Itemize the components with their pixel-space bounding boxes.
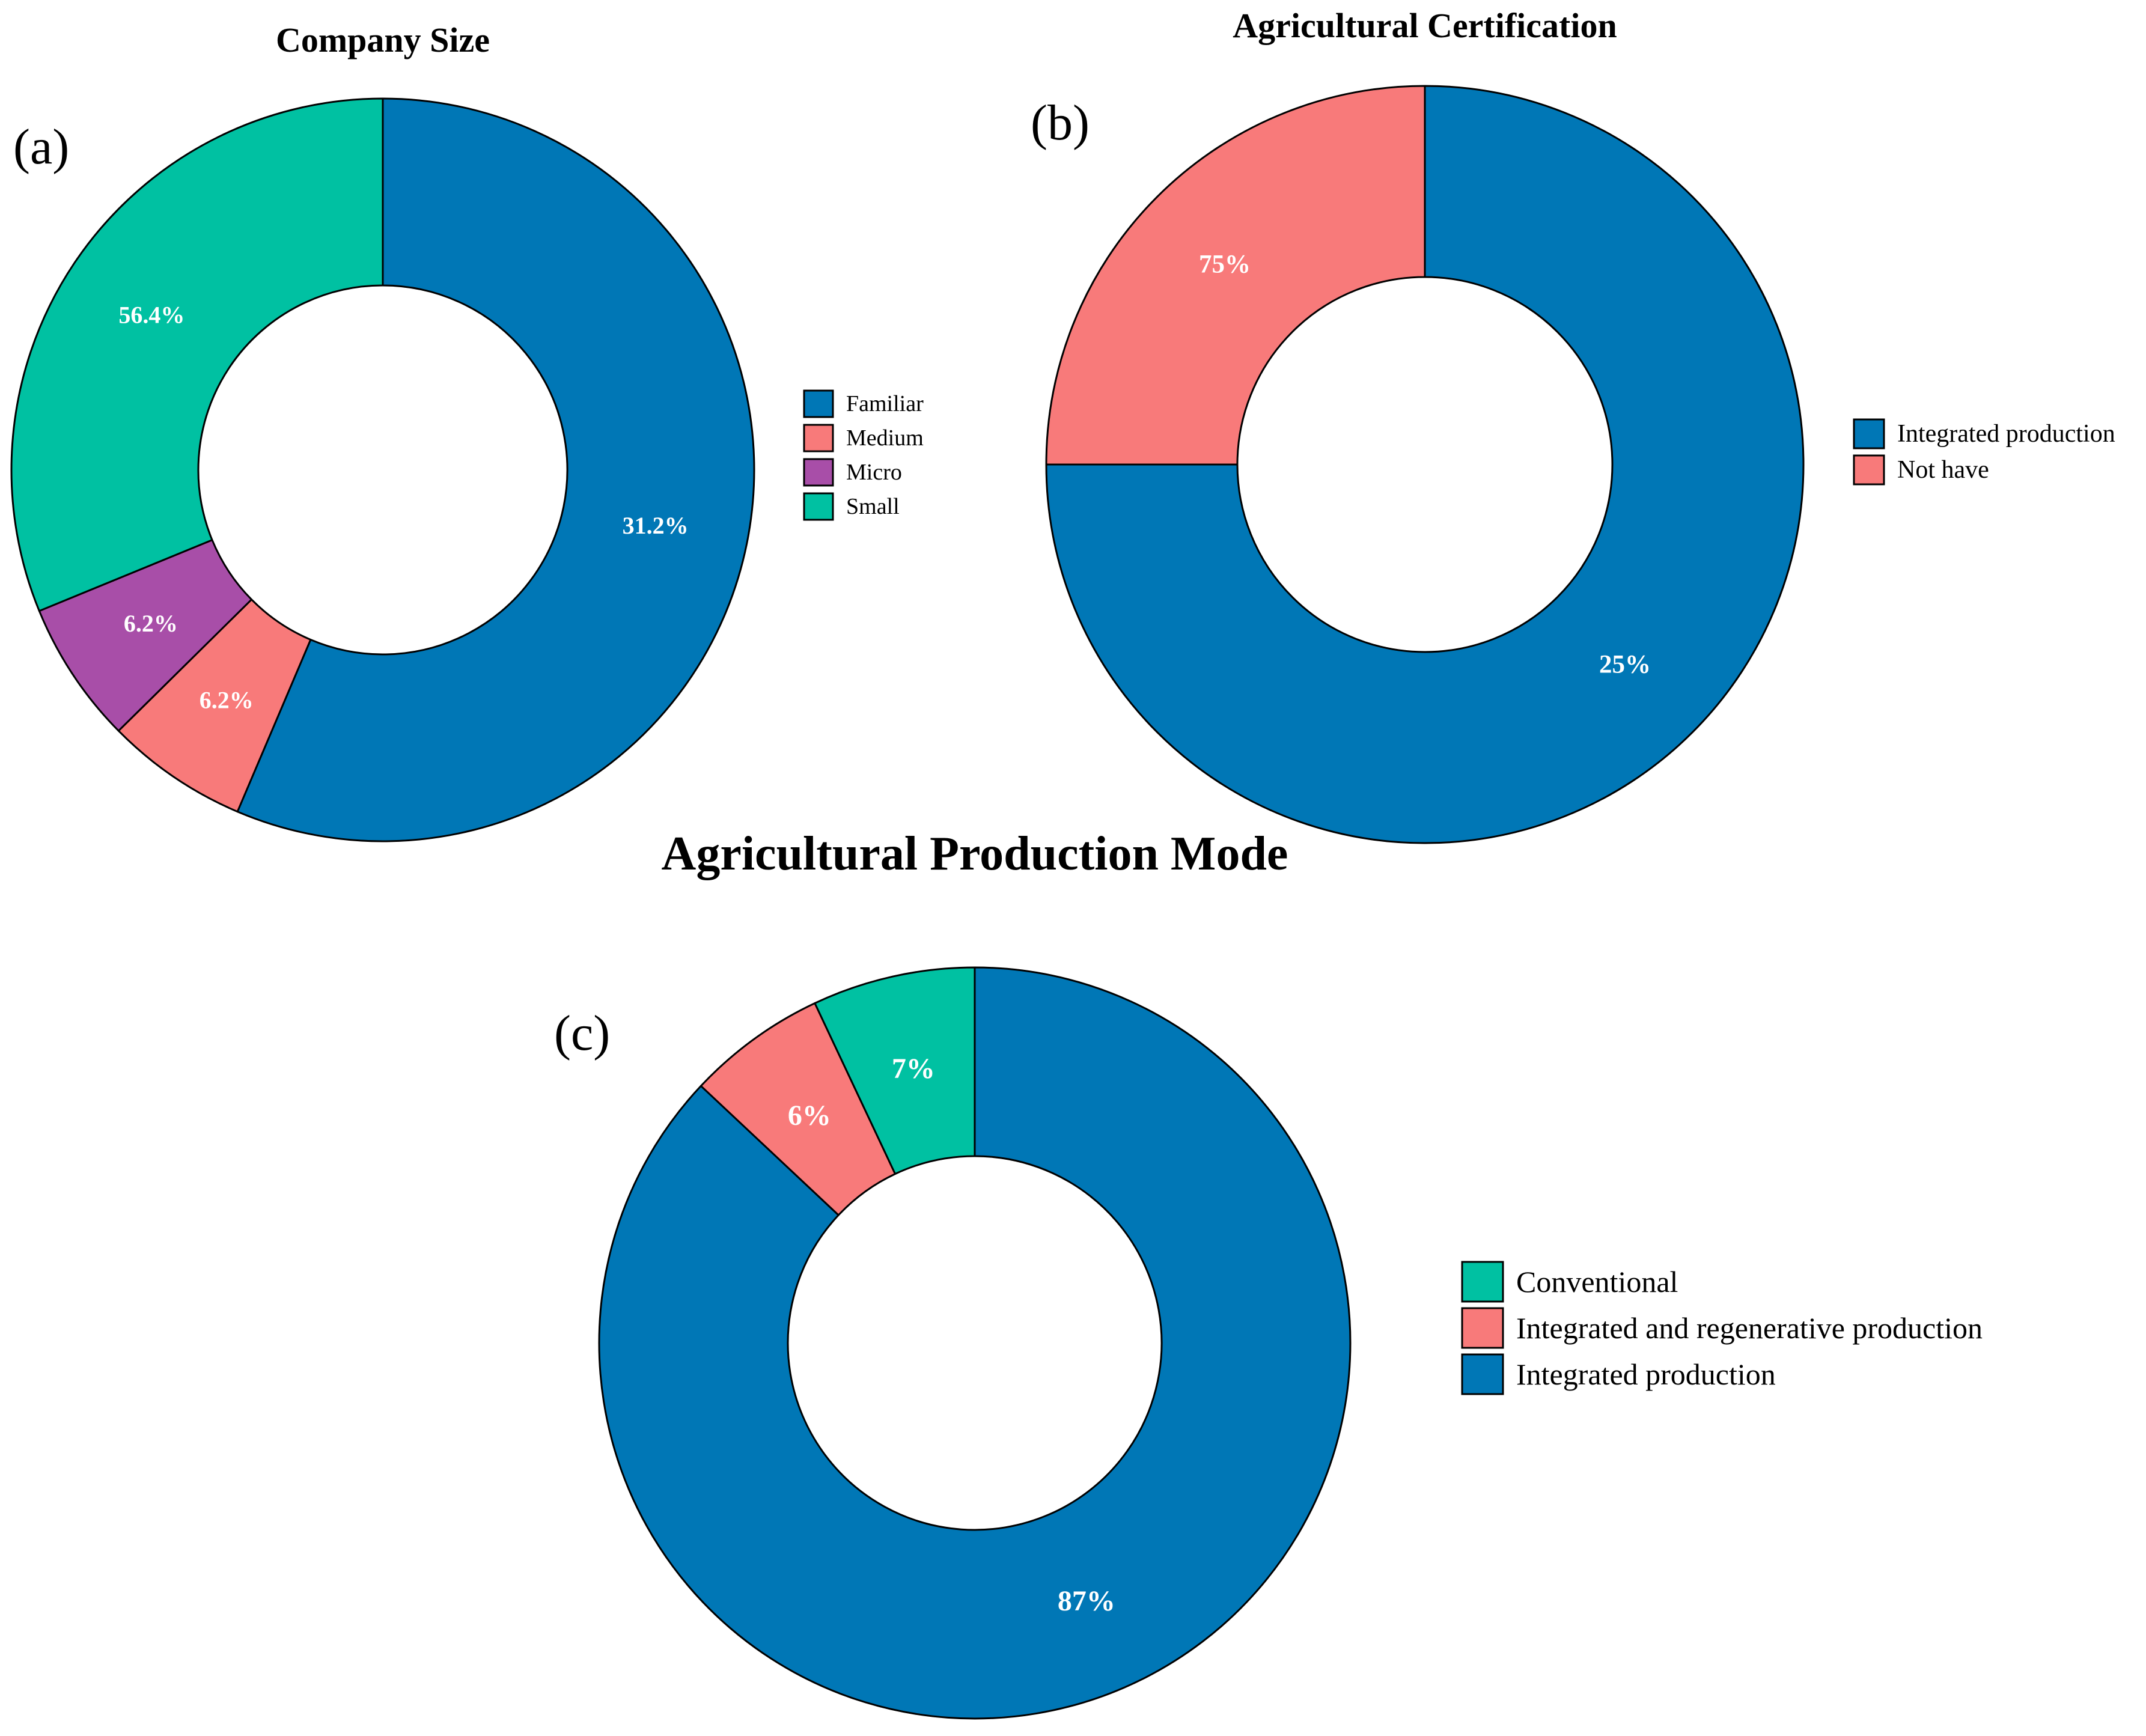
- legend-swatch-integrated-production: [1461, 1353, 1504, 1395]
- chart-b-legend: Integrated production Not have: [1853, 418, 2115, 486]
- chart-b-slice-labels: 25% 75%: [1199, 250, 1651, 678]
- chart-a-title: Company Size: [276, 20, 490, 59]
- legend-label-medium: Medium: [846, 425, 924, 451]
- slice-familiar: [236, 97, 755, 842]
- chart-a-slice-labels: 31.2% 6.2% 6.2% 56.4%: [118, 302, 688, 714]
- slice-label-micro: 6.2%: [124, 610, 178, 637]
- slice-not-have: [1045, 85, 1426, 466]
- chart-c-panel-label: (c): [554, 1005, 610, 1061]
- legend-swatch-medium: [803, 424, 834, 452]
- slice-small: [10, 97, 384, 612]
- chart-c-legend: Conventional Integrated and regenerative …: [1461, 1261, 1983, 1395]
- chart-agricultural-production-mode: Agricultural Production Mode (c) 87% 6% 7%…: [554, 827, 1983, 1720]
- slice-label-small: 56.4%: [118, 302, 184, 329]
- legend-label-integrated-and-regenerative-production: Integrated and regenerative production: [1516, 1311, 1983, 1345]
- legend-label-not-have: Not have: [1897, 456, 1989, 484]
- slice-label-integrated-production: 25%: [1599, 651, 1651, 679]
- legend-swatch-not-have: [1853, 454, 1885, 486]
- chart-c-title: Agricultural Production Mode: [662, 827, 1288, 880]
- legend-label-integrated-production: Integrated production: [1897, 420, 2115, 448]
- chart-a-panel-label: (a): [13, 119, 69, 175]
- slice-label-familiar: 31.2%: [623, 512, 689, 539]
- legend-label-integrated-production: Integrated production: [1516, 1357, 1776, 1391]
- legend-swatch-micro: [803, 458, 834, 487]
- legend-swatch-integrated-production: [1853, 418, 1885, 449]
- slice-integrated-production: [1045, 85, 1805, 844]
- chart-b-slices: [1045, 85, 1805, 844]
- slice-label-integrated-production: 87%: [1058, 1585, 1115, 1617]
- legend-label-conventional: Conventional: [1516, 1265, 1678, 1299]
- slice-label-not-have: 75%: [1199, 250, 1251, 278]
- legend-swatch-conventional: [1461, 1261, 1504, 1303]
- legend-swatch-small: [803, 492, 834, 521]
- slice-label-conventional: 7%: [892, 1053, 935, 1085]
- slice-label-medium: 6.2%: [200, 686, 254, 713]
- chart-a-legend: Familiar Medium Micro Small: [803, 389, 924, 521]
- legend-label-micro: Micro: [846, 460, 902, 485]
- slice-label-integrated-and-regenerative-production: 6%: [788, 1100, 831, 1131]
- chart-c-slice-labels: 87% 6% 7%: [788, 1053, 1115, 1617]
- chart-b-panel-label: (b): [1031, 95, 1090, 151]
- slice-conventional: [814, 966, 976, 1175]
- legend-label-small: Small: [846, 494, 900, 519]
- chart-company-size: Company Size (a) 31.2% 6.2% 6.2% 56.4% Fami…: [10, 20, 924, 842]
- legend-swatch-integrated-and-regenerative-production: [1461, 1307, 1504, 1349]
- slice-integrated-production: [598, 966, 1352, 1720]
- chart-b-title: Agricultural Certification: [1233, 6, 1617, 45]
- legend-label-familiar: Familiar: [846, 391, 924, 416]
- chart-c-slices: [598, 966, 1352, 1720]
- chart-agricultural-certification: Agricultural Certification (b) 25% 75% In…: [1031, 6, 2115, 844]
- legend-swatch-familiar: [803, 389, 834, 418]
- chart-a-slices: [10, 97, 755, 842]
